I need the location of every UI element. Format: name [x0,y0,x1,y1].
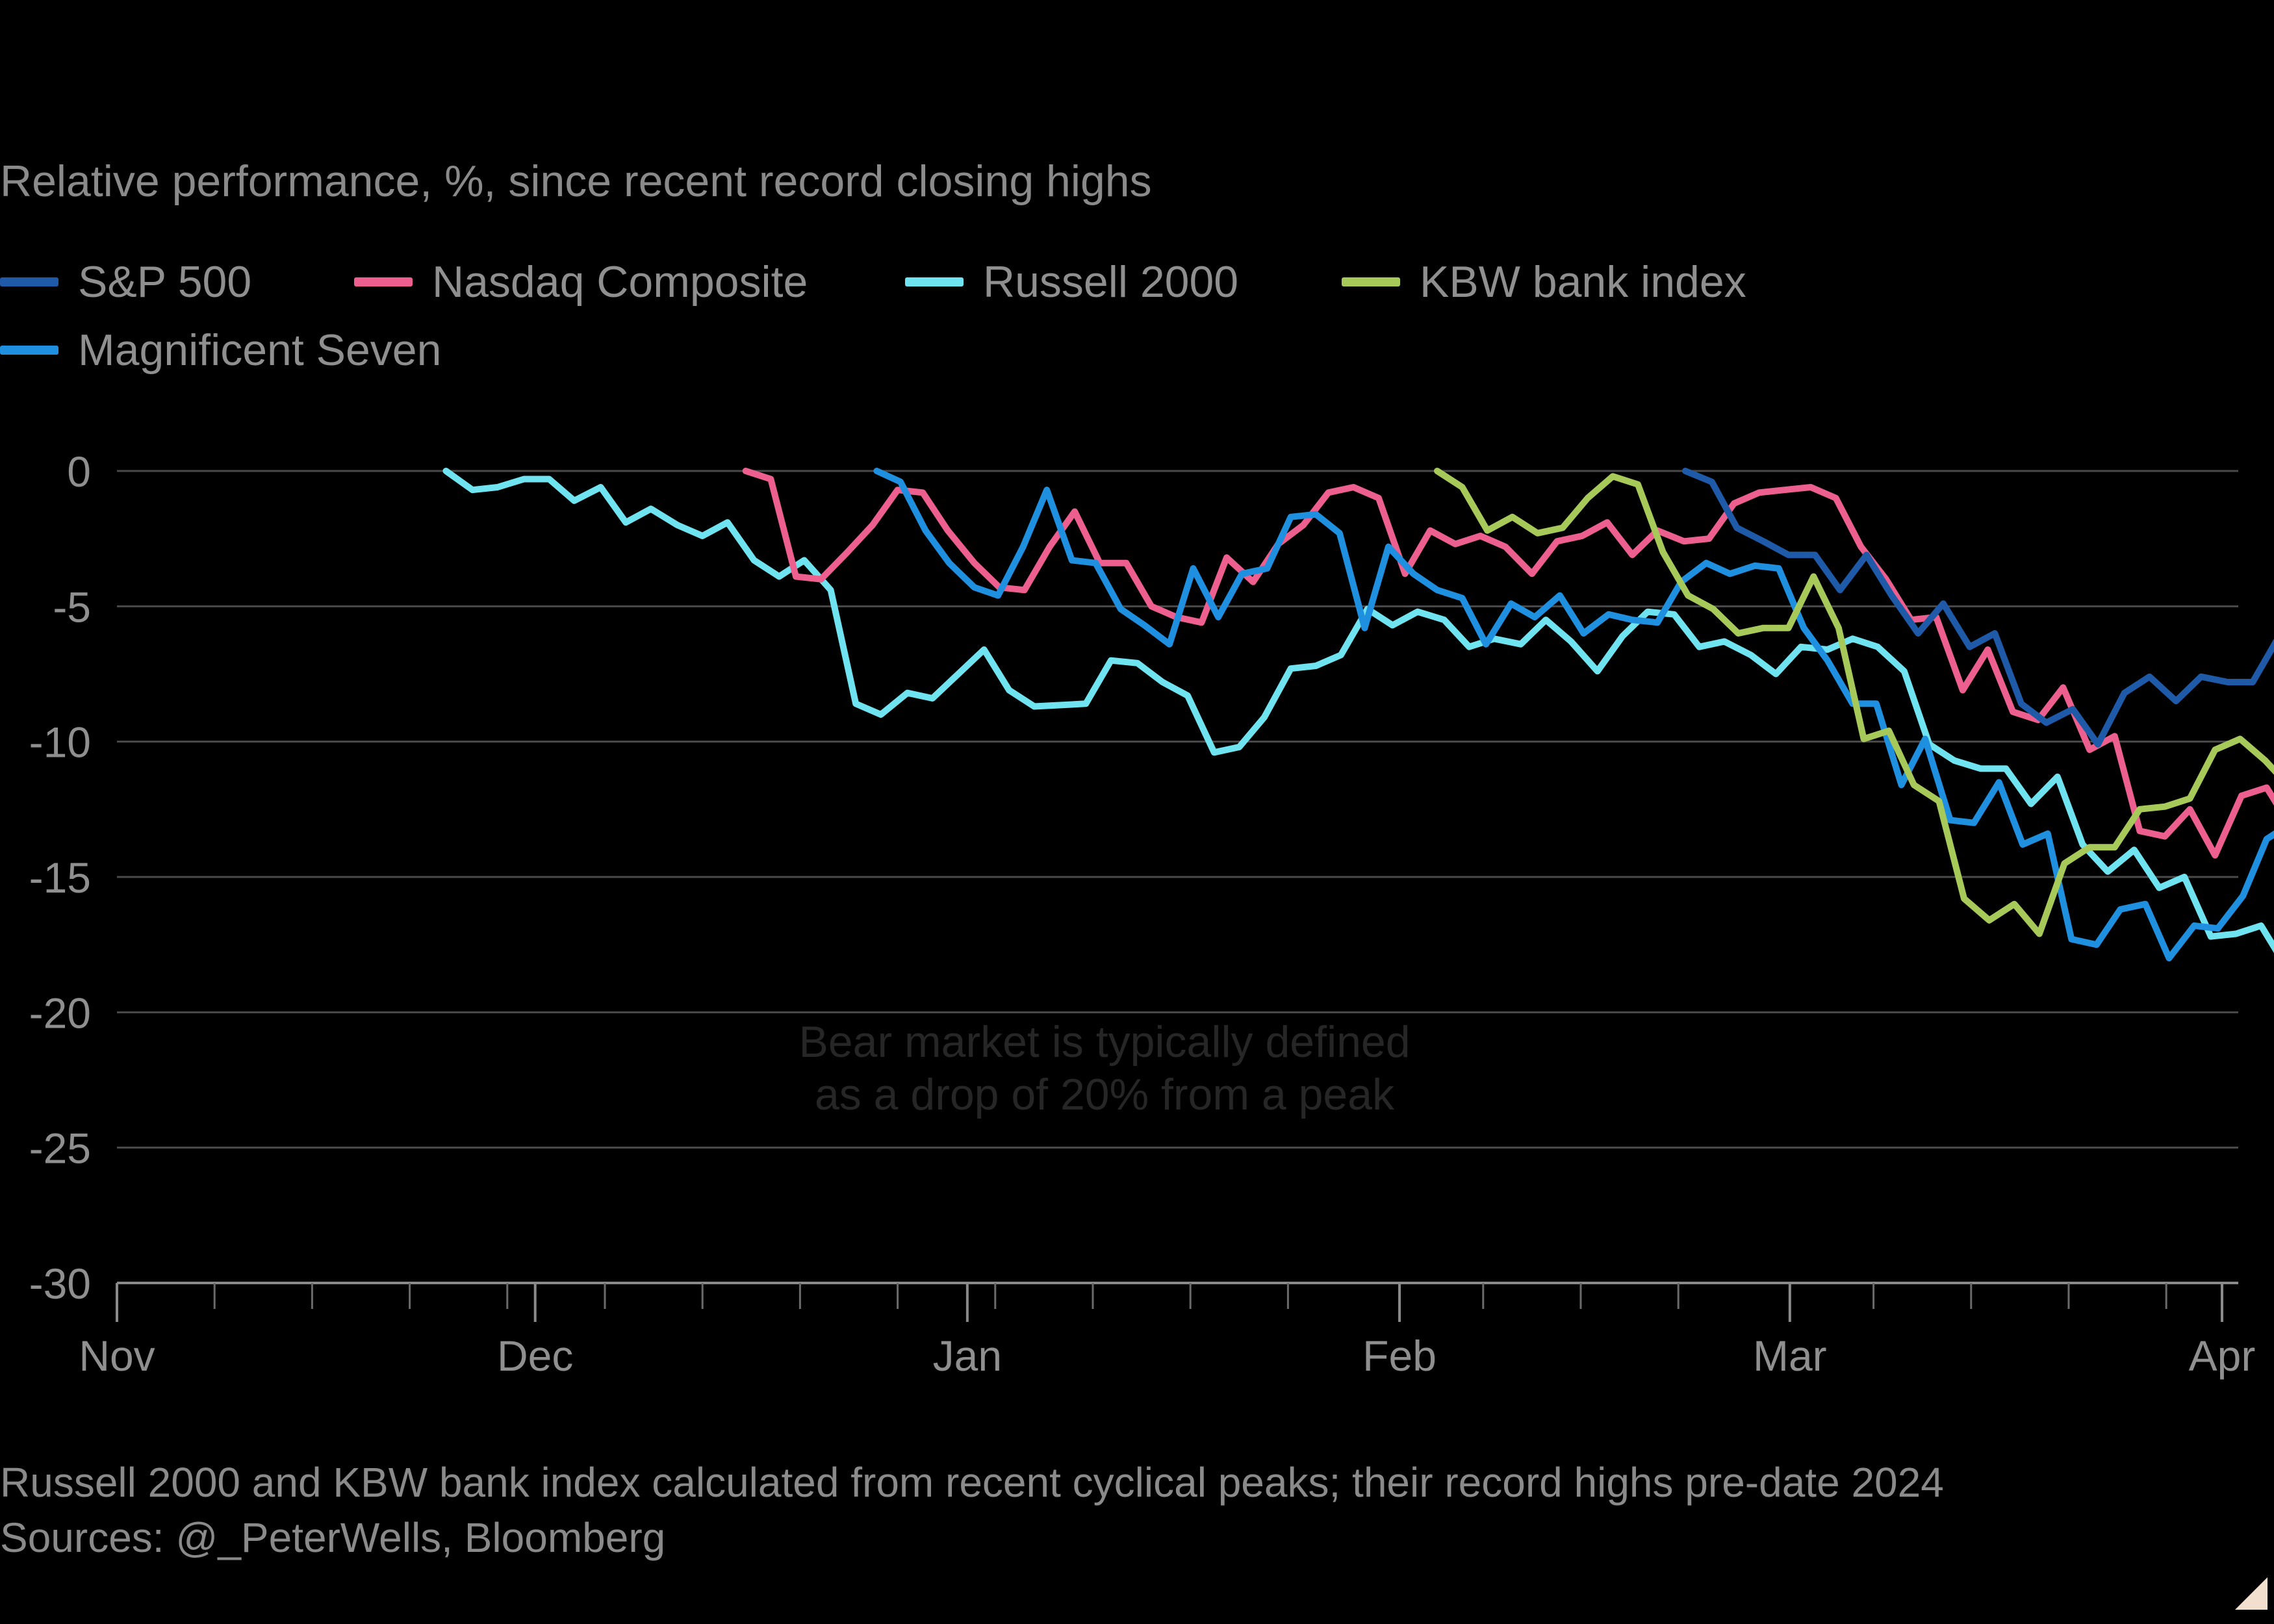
y-tick-label: -20 [29,989,91,1037]
y-axis-ticks: 0 -5 -10 -15 -20 -25 -30 [29,448,91,1308]
annotation-line-1: Bear market is typically defined [798,1017,1410,1067]
legend-label-kbw: KBW bank index [1420,257,1746,307]
annotation-line-2: as a drop of 20% from a peak [815,1070,1395,1119]
y-tick-label: 0 [67,448,91,496]
chart-subtitle: Relative performance, %, since recent re… [0,157,1152,206]
x-axis: Nov Dec Jan Feb Mar Apr [79,1283,2255,1380]
x-tick-label: Jan [933,1332,1002,1380]
legend-swatch-nasdaq [354,277,413,286]
x-tick-label: Apr [2189,1332,2256,1380]
legend-label-mag7: Magnificent Seven [78,325,442,375]
sources: Sources: @_PeterWells, Bloomberg [0,1514,666,1561]
legend-label-sp500: S&P 500 [78,257,252,307]
legend-item-sp500: S&P 500 [0,257,251,307]
legend-swatch-sp500 [0,277,58,286]
x-tick-label: Feb [1362,1332,1437,1380]
x-tick-label: Mar [1753,1332,1827,1380]
legend-swatch-mag7 [0,346,58,355]
y-tick-label: -10 [29,718,91,767]
legend-label-russell: Russell 2000 [983,257,1239,307]
x-tick-label: Nov [79,1332,155,1380]
legend-swatch-russell [905,277,964,286]
series-line-kbw-bank-index [1434,468,2274,937]
y-tick-label: -25 [29,1124,91,1173]
series-line-s-p-500 [1681,468,2274,748]
x-tick-label: Dec [497,1332,573,1380]
footnote: Russell 2000 and KBW bank index calculat… [0,1459,1944,1506]
legend-item-mag7: Magnificent Seven [0,325,441,375]
series-line-magnificent-seven [873,468,2274,961]
series-line-russell-2000 [442,468,2274,954]
legend-label-nasdaq: Nasdaq Composite [432,257,808,307]
corner-fold-icon [2235,1577,2268,1610]
legend-item-kbw: KBW bank index [1342,257,1746,307]
chart-gridlines [117,470,2238,1284]
series-line-nasdaq-composite [742,468,2274,859]
y-tick-label: -15 [29,854,91,902]
chart-series [442,468,2274,961]
bear-market-annotation: Bear market is typically defined as a dr… [798,1017,1410,1119]
y-tick-label: -5 [53,583,91,631]
legend-item-nasdaq: Nasdaq Composite [354,257,808,307]
y-tick-label: -30 [29,1260,91,1308]
legend-item-russell: Russell 2000 [905,257,1238,307]
legend-swatch-kbw [1342,277,1400,286]
